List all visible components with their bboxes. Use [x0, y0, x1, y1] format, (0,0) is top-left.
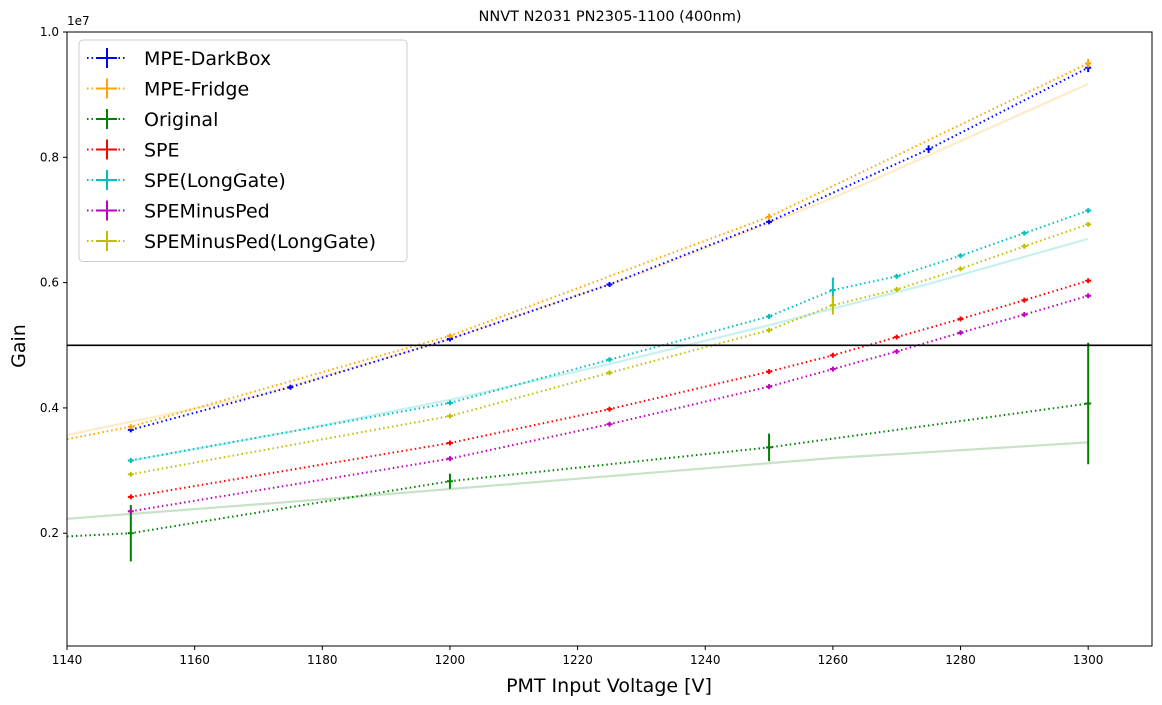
legend-label: SPEMinusPed — [144, 201, 270, 223]
y-tick-label: 0.6 — [40, 276, 59, 290]
legend: MPE-DarkBox MPE-Fridge Original SPE SPE(Long… — [78, 39, 408, 262]
data-point — [127, 458, 134, 464]
data-point — [287, 384, 294, 390]
series-line-speminusped-longgate — [130, 223, 1089, 476]
y-tick-label: 0.4 — [40, 401, 59, 415]
series-speminusped-longgate — [127, 221, 1092, 477]
data-point — [829, 366, 836, 372]
data-point — [606, 406, 613, 412]
y-axis-title: Gain — [8, 324, 30, 368]
legend-label: SPE(LongGate) — [144, 170, 286, 192]
data-point — [957, 266, 964, 272]
y-axis-scale-label: 1e7 — [67, 14, 90, 28]
data-point — [1085, 58, 1092, 68]
data-series — [66, 58, 1092, 562]
series-original — [66, 342, 1092, 562]
data-point — [766, 313, 773, 319]
x-tick-label: 1240 — [690, 653, 721, 667]
data-point — [1085, 293, 1092, 299]
legend-label: Original — [144, 109, 218, 131]
data-point — [1021, 297, 1028, 303]
data-point — [606, 281, 613, 287]
data-point — [127, 424, 134, 430]
data-point — [127, 494, 134, 500]
legend-label: MPE-DarkBox — [144, 48, 271, 70]
legend-label: SPE — [144, 140, 180, 162]
data-point — [446, 333, 453, 339]
data-point — [446, 413, 453, 419]
series-line-spe — [130, 279, 1089, 498]
data-point — [893, 273, 900, 279]
series-line-speminusped — [130, 294, 1089, 513]
data-point — [1085, 208, 1092, 214]
data-point — [606, 421, 613, 427]
legend-item: SPE — [87, 139, 180, 162]
data-point — [1021, 230, 1028, 236]
data-point — [766, 219, 773, 225]
data-point — [957, 330, 964, 336]
data-point — [1021, 312, 1028, 318]
x-axis-title: PMT Input Voltage [V] — [506, 675, 712, 697]
data-point — [127, 508, 134, 514]
data-point — [829, 295, 836, 315]
legend-item: MPE-Fridge — [87, 78, 249, 101]
legend-item: MPE-DarkBox — [87, 48, 271, 70]
data-point — [957, 316, 964, 322]
data-point — [127, 505, 134, 562]
data-point — [1085, 278, 1092, 284]
y-tick-label: 0.2 — [40, 526, 59, 540]
data-point — [766, 213, 773, 220]
data-point — [1085, 221, 1092, 227]
data-point — [446, 473, 453, 489]
legend-item: Original — [87, 109, 218, 131]
data-point — [446, 440, 453, 446]
x-tick-label: 1140 — [52, 653, 83, 667]
data-point — [893, 286, 900, 293]
data-point — [766, 369, 773, 375]
x-tick-label: 1220 — [562, 653, 593, 667]
data-point — [446, 456, 453, 462]
data-point — [829, 352, 836, 358]
data-point — [1085, 342, 1092, 465]
data-point — [1021, 243, 1028, 249]
x-tick-label: 1180 — [307, 653, 338, 667]
data-point — [925, 145, 932, 153]
series-line-original — [66, 402, 1089, 538]
data-point — [446, 400, 453, 406]
y-tick-label: 1.0 — [40, 25, 59, 39]
chart-title: NNVT N2031 PN2305-1100 (400nm) — [479, 9, 742, 25]
x-tick-label: 1260 — [818, 653, 849, 667]
data-point — [127, 471, 134, 477]
data-point — [606, 370, 613, 376]
data-point — [766, 384, 773, 390]
series-mpe-darkbox — [127, 63, 1092, 433]
x-tick-label: 1280 — [945, 653, 976, 667]
legend-item: SPEMinusPed(LongGate) — [87, 231, 376, 253]
y-axis: 0.2 0.4 0.6 0.8 1.0 — [40, 25, 67, 540]
legend-label: MPE-Fridge — [144, 79, 249, 101]
legend-box — [78, 39, 408, 262]
legend-label: SPEMinusPed(LongGate) — [144, 231, 376, 253]
fit-curve-original — [66, 441, 1089, 520]
series-line-spe-longgate — [130, 209, 1089, 462]
x-tick-label: 1200 — [435, 653, 466, 667]
data-point — [766, 433, 773, 462]
data-point — [606, 357, 613, 363]
x-axis: 1140 1160 1180 1200 1220 1240 1260 1280 1300 — [52, 646, 1104, 667]
legend-item: SPE(LongGate) — [87, 170, 286, 192]
series-speminusped — [127, 293, 1092, 514]
legend-item: SPEMinusPed — [87, 200, 270, 223]
fit-curve-spe-longgate — [130, 237, 1089, 462]
data-point — [766, 327, 773, 333]
x-tick-label: 1300 — [1073, 653, 1104, 667]
plot-area — [66, 31, 1153, 647]
y-tick-label: 0.8 — [40, 150, 59, 164]
data-point — [957, 253, 964, 259]
data-point — [893, 334, 900, 340]
data-point — [893, 349, 900, 355]
series-mpe-fridge — [66, 58, 1092, 441]
x-tick-label: 1160 — [179, 653, 210, 667]
series-spe — [127, 278, 1092, 500]
